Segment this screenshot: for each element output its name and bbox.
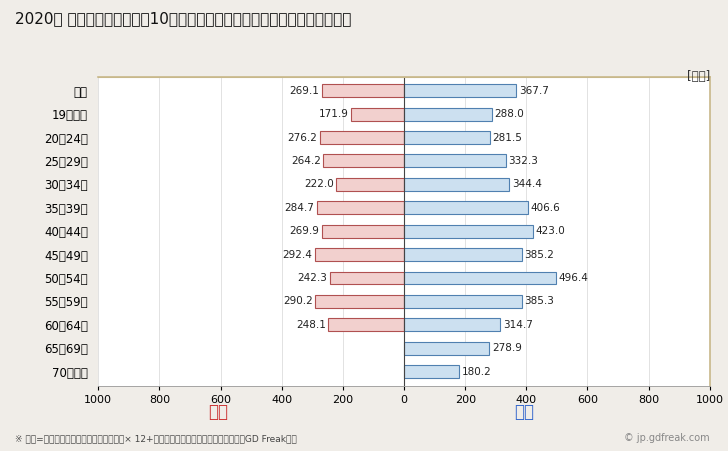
Text: 女性: 女性 <box>208 403 229 421</box>
Text: 222.0: 222.0 <box>304 179 333 189</box>
Bar <box>404 108 492 120</box>
Bar <box>404 248 522 261</box>
Bar <box>352 108 404 120</box>
Bar <box>404 318 500 331</box>
Text: 290.2: 290.2 <box>283 296 313 306</box>
Bar <box>404 84 516 97</box>
Bar <box>404 225 534 238</box>
Text: 284.7: 284.7 <box>285 203 314 213</box>
Bar <box>404 295 522 308</box>
Bar <box>404 131 490 144</box>
Bar <box>404 155 506 167</box>
Text: 276.2: 276.2 <box>288 133 317 143</box>
Bar <box>323 155 404 167</box>
Bar <box>315 295 404 308</box>
Text: 423.0: 423.0 <box>536 226 566 236</box>
Text: 171.9: 171.9 <box>319 109 349 119</box>
Bar <box>404 365 459 378</box>
Text: © jp.gdfreak.com: © jp.gdfreak.com <box>624 433 710 443</box>
Bar <box>322 225 404 238</box>
Bar <box>320 131 404 144</box>
Text: [万円]: [万円] <box>687 70 710 83</box>
Bar <box>404 272 555 285</box>
Text: 288.0: 288.0 <box>494 109 524 119</box>
Text: 242.3: 242.3 <box>298 273 328 283</box>
Text: 496.4: 496.4 <box>558 273 588 283</box>
Bar <box>314 248 404 261</box>
Text: 180.2: 180.2 <box>462 367 491 377</box>
Bar <box>404 178 510 191</box>
Text: 男性: 男性 <box>514 403 534 421</box>
Bar <box>404 342 489 354</box>
Text: 344.4: 344.4 <box>512 179 542 189</box>
Bar <box>328 318 404 331</box>
Bar <box>322 84 404 97</box>
Text: 264.2: 264.2 <box>291 156 321 166</box>
Bar <box>317 201 404 214</box>
Text: 406.6: 406.6 <box>531 203 561 213</box>
Text: ※ 年収=「きまって支給する現金給与額」× 12+「年間賞与その他特別給与額」としてGD Freak推計: ※ 年収=「きまって支給する現金給与額」× 12+「年間賞与その他特別給与額」と… <box>15 434 296 443</box>
Bar <box>404 201 529 214</box>
Text: 281.5: 281.5 <box>493 133 523 143</box>
Text: 385.2: 385.2 <box>524 249 554 259</box>
Text: 2020年 民間企業（従業者数10人以上）フルタイム労働者の男女別平均年収: 2020年 民間企業（従業者数10人以上）フルタイム労働者の男女別平均年収 <box>15 11 351 26</box>
Bar <box>330 272 404 285</box>
Text: 332.3: 332.3 <box>508 156 538 166</box>
Text: 385.3: 385.3 <box>524 296 554 306</box>
Text: 278.9: 278.9 <box>491 343 522 353</box>
Bar <box>336 178 404 191</box>
Text: 367.7: 367.7 <box>519 86 549 96</box>
Text: 248.1: 248.1 <box>296 320 325 330</box>
Text: 269.9: 269.9 <box>289 226 319 236</box>
Text: 314.7: 314.7 <box>503 320 533 330</box>
Text: 292.4: 292.4 <box>282 249 312 259</box>
Text: 269.1: 269.1 <box>290 86 320 96</box>
